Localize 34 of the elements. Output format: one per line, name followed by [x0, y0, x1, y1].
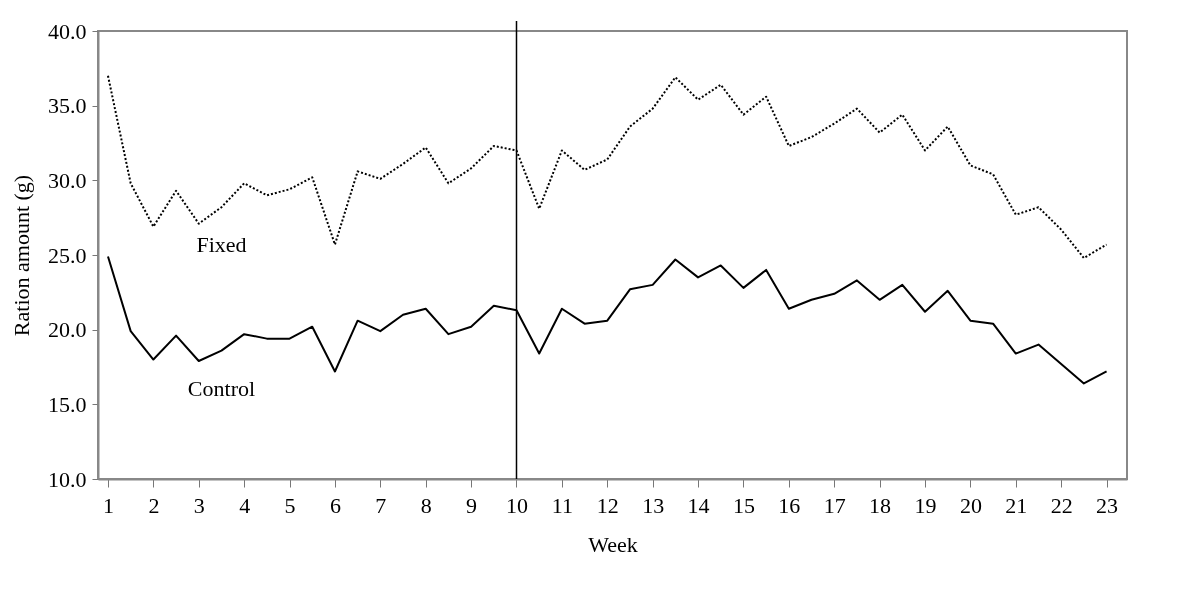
x-tick-label: 16: [778, 492, 801, 518]
x-tick-label: 4: [239, 492, 251, 518]
x-tick-label: 9: [466, 492, 478, 518]
y-tick-label: 40.0: [48, 18, 87, 44]
x-tick-label: 20: [959, 492, 982, 518]
x-tick-label: 22: [1050, 492, 1073, 518]
x-tick-label: 21: [1005, 492, 1028, 518]
y-tick-label: 15.0: [48, 391, 87, 417]
x-tick-label: 18: [869, 492, 892, 518]
x-tick-label: 8: [420, 492, 432, 518]
x-tick-label: 12: [596, 492, 619, 518]
x-tick-label: 7: [375, 492, 387, 518]
x-tick-label: 11: [551, 492, 573, 518]
x-tick-label: 2: [148, 492, 160, 518]
x-tick-label: 6: [329, 492, 341, 518]
y-tick-label: 30.0: [48, 167, 87, 193]
series-label: Control: [187, 375, 256, 401]
x-tick-label: 17: [823, 492, 846, 518]
x-tick-label: 1: [102, 492, 114, 518]
x-tick-label: 13: [642, 492, 665, 518]
series-label: Fixed: [196, 232, 247, 258]
y-tick-label: 35.0: [48, 93, 87, 119]
x-tick-label: 23: [1096, 492, 1119, 518]
y-axis-title: Ration amount (g): [9, 174, 34, 337]
y-tick-label: 10.0: [48, 466, 87, 492]
y-tick-label: 25.0: [48, 242, 87, 268]
y-tick-label: 20.0: [48, 317, 87, 343]
x-tick-label: 10: [506, 492, 528, 518]
x-tick-label: 15: [732, 492, 755, 518]
x-axis-title: Week: [588, 531, 638, 557]
x-tick-label: 5: [284, 492, 296, 518]
x-tick-label: 19: [914, 492, 937, 518]
x-tick-label: 14: [687, 492, 710, 518]
x-tick-label: 3: [193, 492, 205, 518]
